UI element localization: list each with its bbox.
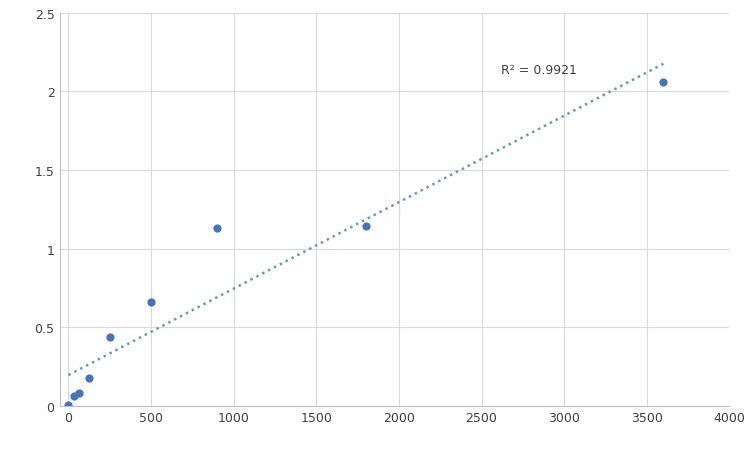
Point — [83, 375, 95, 382]
Point — [211, 225, 223, 232]
Point — [68, 392, 80, 399]
Point — [360, 223, 372, 230]
Point — [145, 299, 157, 306]
Point — [104, 333, 116, 341]
Text: R² = 0.9921: R² = 0.9921 — [502, 64, 578, 77]
Point — [62, 402, 74, 409]
Point — [73, 389, 85, 396]
Point — [657, 79, 669, 86]
